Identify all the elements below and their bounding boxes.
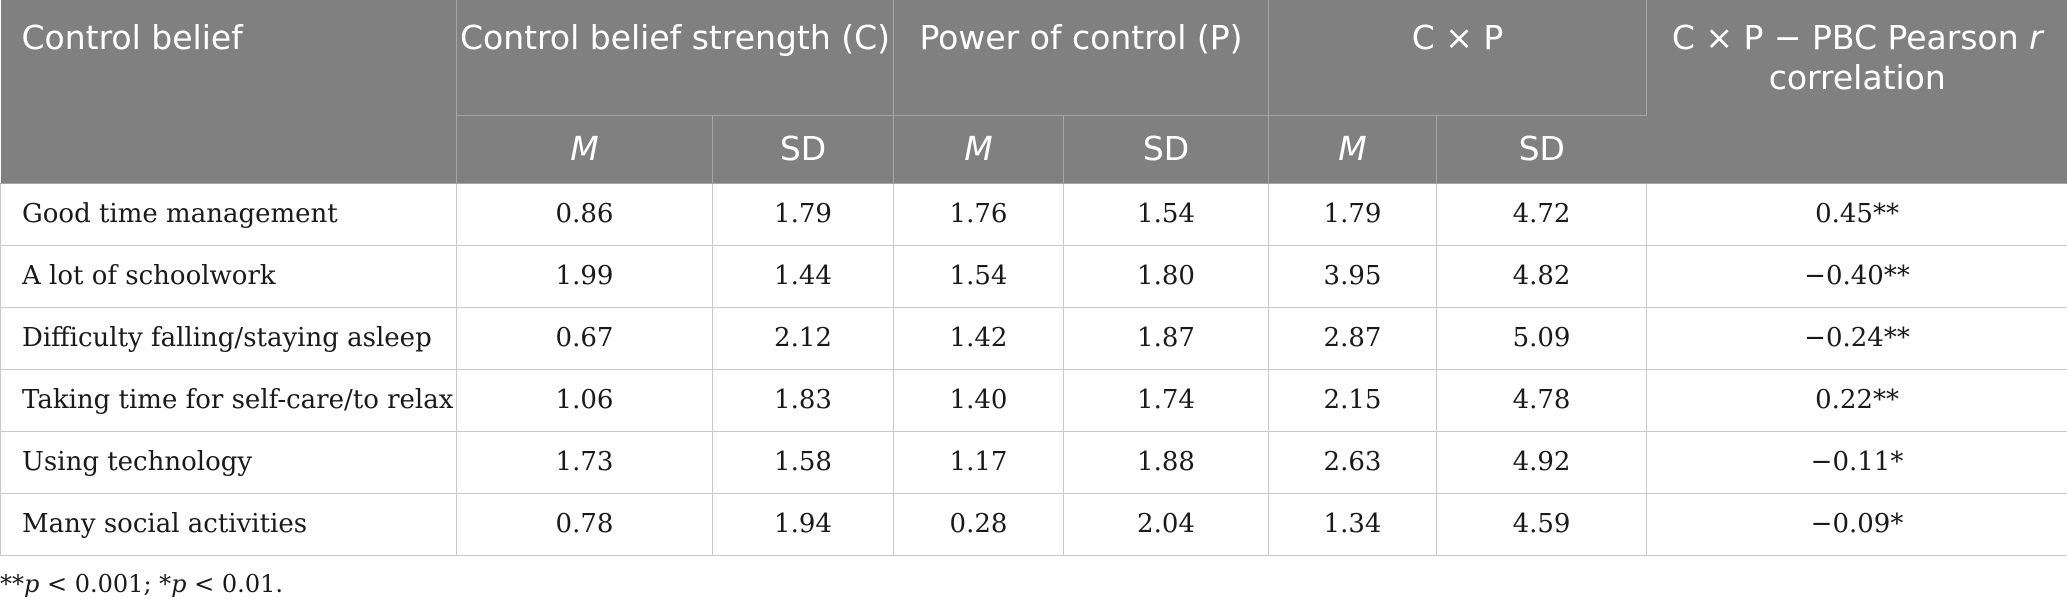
cell-p-sd: 1.54	[1063, 183, 1269, 246]
cell-cxp-m: 1.34	[1268, 493, 1437, 556]
cell-cxp-sd: 4.82	[1436, 245, 1648, 308]
cell-c-m: 0.86	[456, 183, 713, 246]
table-row: A lot of schoolwork 1.99 1.44 1.54 1.80 …	[0, 245, 2067, 308]
footnote-p1: p	[24, 570, 40, 598]
header-pearson-correlation: C × P − PBC Pearson r correlation	[1646, 0, 2067, 184]
cell-correlation: −0.11*	[1646, 431, 2067, 494]
table-footnote: **p < 0.001; *p < 0.01.	[0, 570, 283, 598]
cell-p-m: 1.17	[893, 431, 1064, 494]
cell-p-sd: 1.87	[1063, 307, 1269, 370]
cell-belief: Good time management	[0, 183, 457, 246]
cell-c-sd: 1.44	[712, 245, 894, 308]
header-control-belief: Control belief	[0, 0, 457, 184]
footnote-p2: p	[171, 570, 187, 598]
footnote-part1: **	[0, 570, 24, 598]
cell-cxp-sd: 4.59	[1436, 493, 1648, 556]
cell-cxp-m: 2.87	[1268, 307, 1437, 370]
footnote-part2: < 0.001; *	[39, 570, 172, 598]
header-corr-r: r	[2029, 18, 2043, 57]
cell-correlation: 0.45**	[1646, 183, 2067, 246]
cell-cxp-sd: 4.72	[1436, 183, 1648, 246]
cell-belief: Many social activities	[0, 493, 457, 556]
cell-p-sd: 1.74	[1063, 369, 1269, 432]
subheader-p-sd: SD	[1063, 115, 1269, 184]
table-header: Control belief Control belief strength (…	[0, 0, 2067, 184]
cell-cxp-m: 3.95	[1268, 245, 1437, 308]
cell-c-sd: 1.79	[712, 183, 894, 246]
cell-c-sd: 1.83	[712, 369, 894, 432]
footnote-part3: < 0.01.	[186, 570, 283, 598]
cell-belief: Taking time for self-care/to relax	[0, 369, 457, 432]
cell-c-m: 1.06	[456, 369, 713, 432]
cell-correlation: −0.09*	[1646, 493, 2067, 556]
control-beliefs-table: Control belief Control belief strength (…	[0, 0, 2067, 556]
subheader-c-m: M	[456, 115, 713, 184]
cell-cxp-m: 2.63	[1268, 431, 1437, 494]
table-row: Many social activities 0.78 1.94 0.28 2.…	[0, 493, 2067, 556]
header-control-belief-strength: Control belief strength (C)	[456, 0, 894, 116]
data-table-container: Control belief Control belief strength (…	[0, 0, 2067, 556]
cell-cxp-sd: 4.78	[1436, 369, 1648, 432]
cell-correlation: −0.24**	[1646, 307, 2067, 370]
cell-cxp-m: 2.15	[1268, 369, 1437, 432]
cell-belief: Using technology	[0, 431, 457, 494]
cell-cxp-m: 1.79	[1268, 183, 1437, 246]
table-body: Good time management 0.86 1.79 1.76 1.54…	[0, 183, 2067, 556]
table-row: Using technology 1.73 1.58 1.17 1.88 2.6…	[0, 431, 2067, 494]
cell-p-sd: 1.80	[1063, 245, 1269, 308]
table-row: Taking time for self-care/to relax 1.06 …	[0, 369, 2067, 432]
cell-p-m: 1.76	[893, 183, 1064, 246]
cell-cxp-sd: 5.09	[1436, 307, 1648, 370]
header-power-of-control: Power of control (P)	[893, 0, 1269, 116]
table-row: Difficulty falling/staying asleep 0.67 2…	[0, 307, 2067, 370]
cell-cxp-sd: 4.92	[1436, 431, 1648, 494]
subheader-cxp-m: M	[1268, 115, 1437, 184]
header-corr-suffix: correlation	[1768, 58, 1946, 97]
cell-c-m: 1.73	[456, 431, 713, 494]
cell-c-m: 0.78	[456, 493, 713, 556]
cell-p-sd: 1.88	[1063, 431, 1269, 494]
cell-correlation: −0.40**	[1646, 245, 2067, 308]
cell-c-sd: 1.58	[712, 431, 894, 494]
cell-p-m: 1.42	[893, 307, 1064, 370]
cell-correlation: 0.22**	[1646, 369, 2067, 432]
subheader-c-sd: SD	[712, 115, 894, 184]
header-corr-prefix: C × P − PBC Pearson	[1671, 18, 2030, 57]
cell-c-sd: 2.12	[712, 307, 894, 370]
header-cxp: C × P	[1268, 0, 1648, 116]
cell-p-m: 1.54	[893, 245, 1064, 308]
cell-c-m: 1.99	[456, 245, 713, 308]
cell-p-sd: 2.04	[1063, 493, 1269, 556]
subheader-cxp-sd: SD	[1436, 115, 1647, 184]
cell-c-m: 0.67	[456, 307, 713, 370]
table-row: Good time management 0.86 1.79 1.76 1.54…	[0, 183, 2067, 246]
subheader-p-m: M	[893, 115, 1064, 184]
cell-p-m: 1.40	[893, 369, 1064, 432]
cell-c-sd: 1.94	[712, 493, 894, 556]
cell-belief: Difficulty falling/staying asleep	[0, 307, 457, 370]
cell-p-m: 0.28	[893, 493, 1064, 556]
cell-belief: A lot of schoolwork	[0, 245, 457, 308]
